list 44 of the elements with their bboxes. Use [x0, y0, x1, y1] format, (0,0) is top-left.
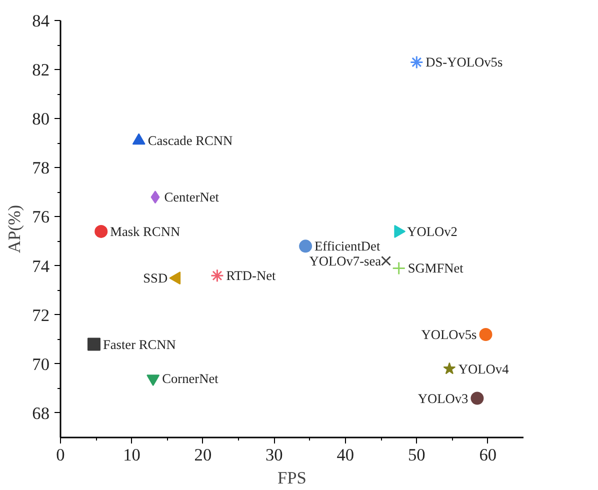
- y-tick-label: 70: [32, 354, 50, 374]
- series-label: DS-YOLOv5s: [426, 54, 503, 70]
- point: [479, 328, 492, 341]
- x-tick-label: 60: [479, 446, 497, 464]
- x-tick-label: 30: [266, 446, 283, 464]
- y-tick-label: 78: [32, 158, 50, 178]
- series-label: CenterNet: [164, 190, 220, 205]
- point: [470, 392, 484, 405]
- series-label: Faster RCNN: [102, 336, 176, 352]
- point: [443, 362, 456, 374]
- x-axis-title: FPS: [278, 468, 306, 488]
- series-label: Mask RCNN: [110, 224, 180, 239]
- series-label: SGMFNet: [408, 260, 464, 276]
- series-label: YOLOv2: [407, 224, 458, 239]
- series-label: CornerNet: [162, 371, 219, 386]
- y-tick-label: 82: [32, 60, 50, 80]
- point: [392, 261, 406, 275]
- x-tick-label: 40: [336, 446, 354, 464]
- y-tick-label: 74: [32, 256, 50, 276]
- x-tick-label: 20: [194, 446, 212, 464]
- point: [381, 256, 392, 266]
- series-label: YOLOv4: [458, 361, 510, 376]
- series-label: SSD: [143, 270, 168, 286]
- y-tick-label: 72: [32, 306, 50, 325]
- series-label: EfficientDet: [314, 238, 380, 254]
- point: [94, 224, 108, 238]
- x-tick-label: 0: [56, 446, 65, 464]
- x-tick-label: 50: [408, 446, 426, 464]
- y-tick-label: 84: [32, 12, 50, 30]
- point: [410, 55, 424, 69]
- point: [87, 338, 100, 351]
- series-label: YOLOv5s: [421, 326, 477, 342]
- y-tick-label: 76: [32, 208, 50, 227]
- series-label: Cascade RCNN: [148, 133, 233, 148]
- series-label: RTD-Net: [226, 268, 276, 284]
- point: [150, 190, 160, 204]
- y-axis-title: AP(%): [5, 204, 24, 254]
- x-tick-label: 10: [123, 446, 140, 464]
- series-label: YOLOv3: [418, 390, 469, 406]
- series-label: YOLOv7-sea: [309, 253, 382, 268]
- point: [299, 240, 312, 253]
- y-tick-label: 68: [32, 404, 50, 423]
- point: [210, 268, 224, 282]
- y-tick-label: 80: [32, 110, 50, 129]
